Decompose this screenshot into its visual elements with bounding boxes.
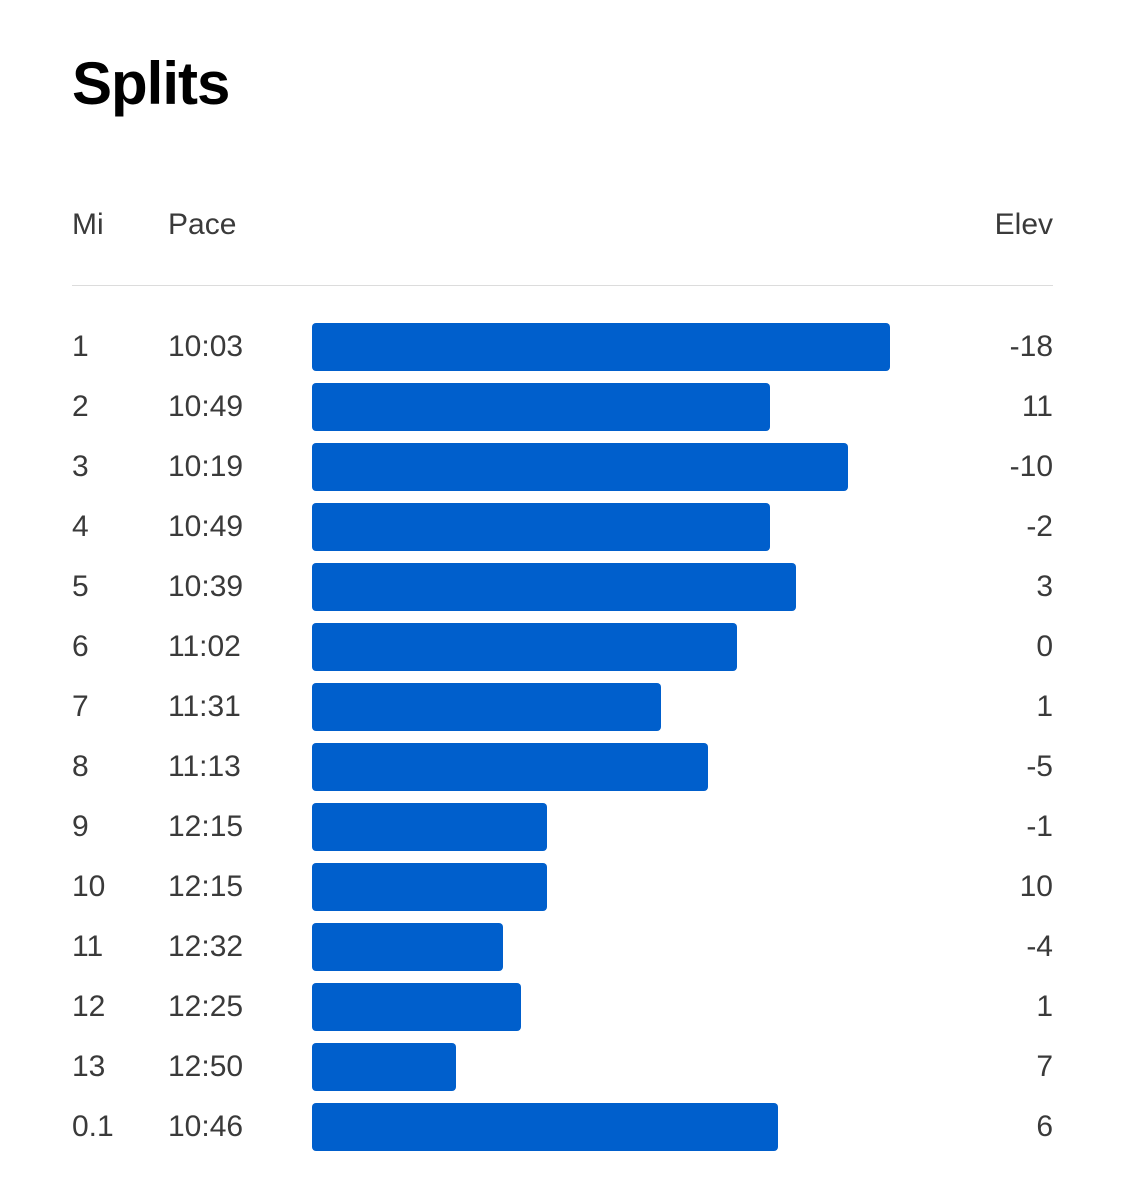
split-pace-value: 12:32 <box>168 930 244 963</box>
split-mile-label: 0.1 <box>72 1110 114 1143</box>
elev-column-header: Elev <box>994 208 1053 241</box>
pace-bar-track <box>312 683 912 731</box>
split-pace-value: 10:03 <box>168 330 244 363</box>
pace-bar-track <box>312 503 912 551</box>
pace-column-header: Pace <box>168 208 237 241</box>
pace-bar <box>312 323 890 371</box>
split-pace-value: 12:25 <box>168 990 244 1023</box>
page-title: Splits <box>72 50 230 117</box>
split-elev-value: 0 <box>1036 630 1053 663</box>
split-pace-value: 10:39 <box>168 570 244 603</box>
split-elev-value: 11 <box>1021 390 1053 423</box>
split-mile-label: 12 <box>72 990 106 1023</box>
splits-list: 1 10:03 -18 2 10:49 11 3 10:19 -10 4 10:49 -2 5 10:39… <box>72 322 1053 1162</box>
pace-bar <box>312 1043 456 1091</box>
pace-bar-track <box>312 1043 912 1091</box>
pace-bar-track <box>312 743 912 791</box>
pace-bar-track <box>312 1103 912 1151</box>
split-pace-value: 10:19 <box>168 450 244 483</box>
split-mile-label: 9 <box>72 810 89 843</box>
split-pace-value: 10:49 <box>168 510 244 543</box>
split-row: 4 10:49 -2 <box>72 502 1053 562</box>
pace-bar <box>312 563 797 611</box>
split-mile-label: 13 <box>72 1050 106 1083</box>
split-row: 5 10:39 3 <box>72 562 1053 622</box>
pace-bar-track <box>312 623 912 671</box>
split-elev-value: 3 <box>1036 570 1053 603</box>
pace-bar-track <box>312 443 912 491</box>
pace-bar <box>312 383 771 431</box>
split-pace-value: 10:46 <box>168 1110 244 1143</box>
split-pace-value: 12:50 <box>168 1050 244 1083</box>
pace-bar <box>312 863 547 911</box>
split-row: 10 12:15 10 <box>72 862 1053 922</box>
pace-bar <box>312 743 709 791</box>
split-elev-value: -5 <box>1026 750 1053 783</box>
split-mile-label: 8 <box>72 750 89 783</box>
split-elev-value: 1 <box>1036 690 1053 723</box>
split-pace-value: 11:31 <box>168 690 241 723</box>
split-row: 8 11:13 -5 <box>72 742 1053 802</box>
split-mile-label: 7 <box>72 690 89 723</box>
mi-column-header: Mi <box>72 208 104 241</box>
split-pace-value: 12:15 <box>168 810 244 843</box>
split-row: 13 12:50 7 <box>72 1042 1053 1102</box>
pace-bar <box>312 923 503 971</box>
split-mile-label: 11 <box>72 930 104 963</box>
split-row: 3 10:19 -10 <box>72 442 1053 502</box>
split-mile-label: 6 <box>72 630 89 663</box>
split-row: 11 12:32 -4 <box>72 922 1053 982</box>
split-row: 0.1 10:46 6 <box>72 1102 1053 1162</box>
pace-bar <box>312 623 737 671</box>
pace-bar <box>312 503 771 551</box>
split-elev-value: 7 <box>1036 1050 1053 1083</box>
split-mile-label: 5 <box>72 570 89 603</box>
split-mile-label: 3 <box>72 450 89 483</box>
split-row: 6 11:02 0 <box>72 622 1053 682</box>
pace-bar <box>312 683 662 731</box>
split-pace-value: 12:15 <box>168 870 244 903</box>
pace-bar-track <box>312 863 912 911</box>
split-elev-value: -18 <box>1009 330 1053 363</box>
split-row: 2 10:49 11 <box>72 382 1053 442</box>
split-pace-value: 10:49 <box>168 390 244 423</box>
pace-bar-track <box>312 563 912 611</box>
split-elev-value: 6 <box>1036 1110 1053 1143</box>
split-elev-value: 10 <box>1019 870 1053 903</box>
split-mile-label: 4 <box>72 510 89 543</box>
split-pace-value: 11:13 <box>168 750 241 783</box>
split-mile-label: 10 <box>72 870 106 903</box>
split-elev-value: -10 <box>1009 450 1053 483</box>
splits-header: Mi Pace Elev <box>72 200 1053 250</box>
pace-bar-track <box>312 803 912 851</box>
split-row: 7 11:31 1 <box>72 682 1053 742</box>
pace-bar <box>312 803 547 851</box>
split-elev-value: -2 <box>1026 510 1053 543</box>
split-row: 9 12:15 -1 <box>72 802 1053 862</box>
split-pace-value: 11:02 <box>168 630 241 663</box>
split-elev-value: -1 <box>1026 810 1053 843</box>
pace-bar <box>312 443 849 491</box>
split-row: 1 10:03 -18 <box>72 322 1053 382</box>
pace-bar <box>312 983 521 1031</box>
split-mile-label: 1 <box>72 330 89 363</box>
split-elev-value: 1 <box>1036 990 1053 1023</box>
pace-bar-track <box>312 983 912 1031</box>
split-elev-value: -4 <box>1026 930 1053 963</box>
split-row: 12 12:25 1 <box>72 982 1053 1042</box>
header-divider <box>72 285 1053 286</box>
pace-bar-track <box>312 323 912 371</box>
pace-bar-track <box>312 923 912 971</box>
pace-bar-track <box>312 383 912 431</box>
split-mile-label: 2 <box>72 390 89 423</box>
pace-bar <box>312 1103 779 1151</box>
